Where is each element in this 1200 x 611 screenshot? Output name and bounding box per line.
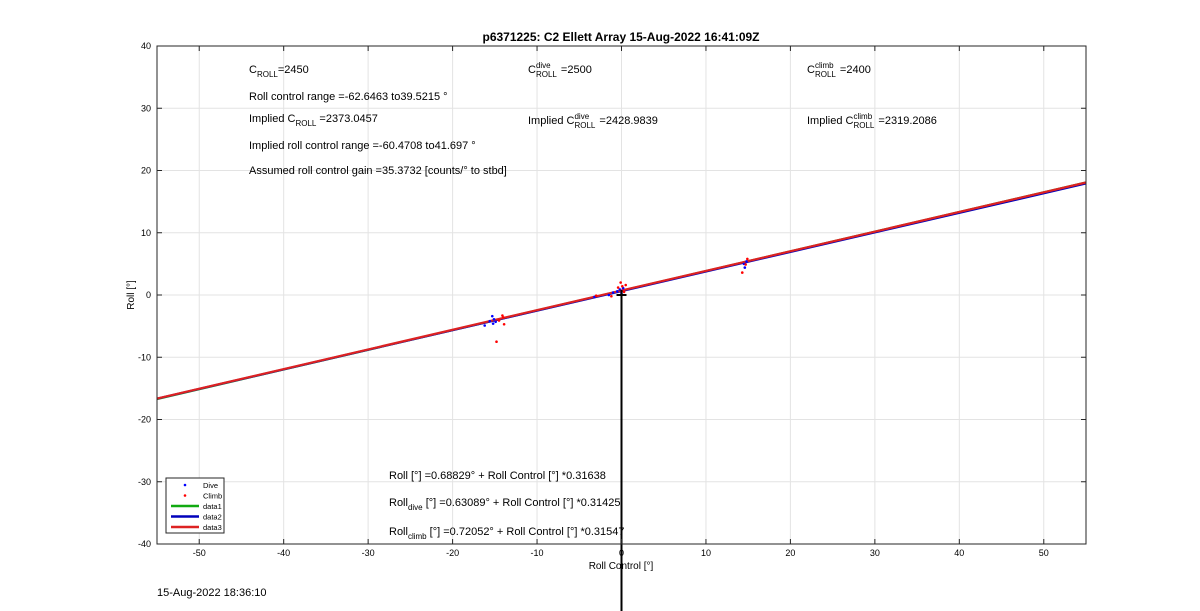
data-points xyxy=(483,257,749,611)
legend-label-data1: data1 xyxy=(203,502,222,511)
point-climb xyxy=(594,294,598,297)
x-tick-label: 0 xyxy=(619,548,624,558)
c-climb-annotation: Cclimb ROLL =2400 xyxy=(807,61,871,79)
legend-label-dive: Dive xyxy=(203,481,218,490)
x-tick-label: -20 xyxy=(446,548,459,558)
y-tick-label: 0 xyxy=(146,290,151,300)
point-dive xyxy=(743,266,747,269)
x-tick-label: 30 xyxy=(870,548,880,558)
point-climb xyxy=(495,340,498,343)
axis-ticks: -50 -40 -30 -20 -10 0 10 20 30 40 50 -40 -30 -20 -10 0 1… xyxy=(138,41,1086,558)
point-climb xyxy=(610,294,613,298)
point-dive xyxy=(607,293,611,297)
equation-climb: Rollclimb [°] =0.72052° + Roll Control [… xyxy=(389,526,625,541)
point-climb xyxy=(616,286,620,289)
annotations: CROLL=2450 Cdive ROLL =2500 Cclimb ROLL =240… xyxy=(249,61,937,541)
x-tick-label: 10 xyxy=(701,548,711,558)
point-climb xyxy=(619,281,622,284)
implied-c-dive-annotation: Implied Cdive ROLL =2428.9839 xyxy=(528,112,658,130)
y-tick-label: -10 xyxy=(138,352,151,362)
y-tick-label: -20 xyxy=(138,415,151,425)
legend-label-data2: data2 xyxy=(203,513,222,522)
point-climb xyxy=(740,271,744,274)
legend-label-data3: data3 xyxy=(203,523,222,532)
implied-c-climb-annotation: Implied Cclimb ROLL =2319.2086 xyxy=(807,112,937,130)
implied-c-roll-annotation: Implied CROLL =2373.0457 xyxy=(249,113,378,128)
point-climb xyxy=(746,257,749,261)
y-tick-label: 30 xyxy=(141,103,151,113)
point-dive xyxy=(615,289,619,293)
y-tick-label: -40 xyxy=(138,539,151,549)
gain-annotation: Assumed roll control gain =35.3732 [coun… xyxy=(249,165,507,177)
point-climb xyxy=(621,284,624,288)
y-tick-label: 20 xyxy=(141,166,151,176)
point-dive xyxy=(491,322,495,325)
point-climb xyxy=(624,283,628,287)
point-climb xyxy=(622,290,626,294)
point-climb xyxy=(497,319,501,322)
c-roll-annotation: CROLL=2450 xyxy=(249,64,309,79)
point-dive xyxy=(490,314,494,318)
equation-all: Roll [°] =0.68829° + Roll Control [°] *0… xyxy=(389,470,606,482)
roll-range-annotation: Roll control range =-62.6463 to39.5215 ° xyxy=(249,91,448,103)
equation-dive: Rolldive [°] =0.63089° + Roll Control [°… xyxy=(389,497,621,512)
legend-label-climb: Climb xyxy=(203,492,222,501)
c-dive-annotation: Cdive ROLL =2500 xyxy=(528,61,592,79)
implied-range-annotation: Implied roll control range =-60.4708 to4… xyxy=(249,140,476,152)
x-axis-label: Roll Control [°] xyxy=(589,561,654,572)
point-dive xyxy=(488,319,492,323)
x-tick-label: 50 xyxy=(1039,548,1049,558)
x-tick-label: -10 xyxy=(531,548,544,558)
y-tick-label: -30 xyxy=(138,477,151,487)
print-timestamp: 15-Aug-2022 18:36:10 xyxy=(157,587,267,599)
y-tick-label: 10 xyxy=(141,228,151,238)
x-tick-label: -30 xyxy=(362,548,375,558)
point-climb xyxy=(501,316,505,319)
point-climb xyxy=(744,263,747,266)
legend-marker-dive xyxy=(183,483,187,487)
y-axis-label: Roll [°] xyxy=(126,280,137,310)
x-tick-label: 40 xyxy=(954,548,964,558)
point-climb xyxy=(502,322,506,326)
legend-marker-climb xyxy=(183,494,187,497)
y-tick-label: 40 xyxy=(141,41,151,51)
point-dive xyxy=(492,317,496,321)
x-tick-label: -40 xyxy=(277,548,290,558)
point-dive xyxy=(611,291,615,294)
point-dive xyxy=(483,324,486,327)
x-tick-label: 20 xyxy=(785,548,795,558)
x-tick-label: -50 xyxy=(193,548,206,558)
point-dive xyxy=(745,260,748,263)
point-dive xyxy=(494,320,497,324)
chart-title: p6371225: C2 Ellett Array 15-Aug-2022 16… xyxy=(482,30,759,44)
point-dive xyxy=(618,288,622,291)
